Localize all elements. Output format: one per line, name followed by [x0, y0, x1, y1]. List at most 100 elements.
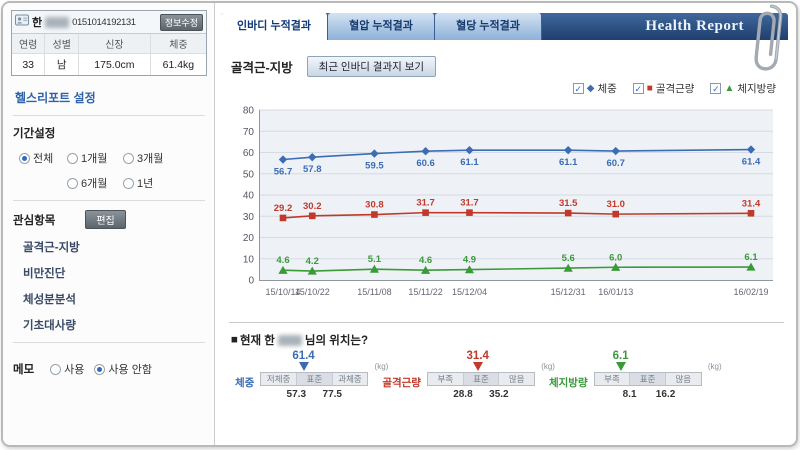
gauge-zone: 많음: [675, 374, 692, 384]
radio-label: 1년: [137, 178, 154, 190]
memo-setting-row: 메모 사용 사용 안함: [13, 361, 205, 377]
radio-icon: [94, 363, 106, 375]
legend-label: 골격근량: [655, 83, 695, 95]
svg-text:30: 30: [243, 212, 255, 223]
gauge-label: 골격근량: [382, 377, 421, 389]
user-id: 0151014192131: [72, 16, 136, 28]
paperclip-decoration: [748, 3, 788, 82]
gauge-skeletal-muscle: 골격근량 31.4 (kg) 부족 표준 많음 28.8 35.2: [382, 350, 555, 400]
radio-icon: [67, 152, 78, 164]
user-stats-table: 연령 성별 신장 체중 33 남 175.0cm 61.4kg: [12, 34, 206, 75]
svg-text:29.2: 29.2: [274, 203, 293, 214]
checkbox-checked-icon[interactable]: ✓: [572, 83, 584, 94]
radio-period-all[interactable]: 전체: [19, 150, 59, 166]
gauge-bar: 31.4 (kg) 부족 표준 많음 28.8 35.2: [426, 350, 555, 400]
svg-text:15/12/04: 15/12/04: [452, 287, 487, 297]
svg-text:30.8: 30.8: [365, 200, 384, 211]
gauge-high-bound: 16.2: [655, 389, 676, 400]
user-stats-header-row: 연령 성별 신장 체중: [12, 34, 206, 54]
interest-items-header: 관심항목 편집: [13, 210, 205, 229]
legend-body-fat[interactable]: ✓ ▲ 체지방량: [710, 81, 776, 96]
svg-text:80: 80: [243, 106, 255, 117]
settings-title: 헬스리포트 설정: [15, 91, 96, 105]
age-header: 연령: [12, 34, 46, 54]
gender-value: 남: [44, 53, 80, 75]
checkbox-checked-icon[interactable]: ✓: [710, 83, 722, 94]
radio-icon: [19, 152, 30, 164]
radio-label: 1개월: [81, 153, 108, 165]
gauge-weight: 체중 61.4 (kg) 저체중 표준 과체중 57.3 77.5: [235, 350, 388, 400]
svg-text:31.7: 31.7: [416, 198, 435, 209]
svg-text:4.9: 4.9: [463, 255, 476, 266]
gauges-row: 체중 61.4 (kg) 저체중 표준 과체중 57.3 77.5: [235, 350, 784, 400]
svg-text:16/02/19: 16/02/19: [733, 287, 768, 297]
svg-text:4.2: 4.2: [306, 256, 319, 267]
sidebar-item-body-composition[interactable]: 체성분분석: [23, 294, 76, 306]
checkbox-checked-icon[interactable]: ✓: [632, 83, 644, 94]
current-position-section: ■ 현재 한 님의 위치는? 체중 61.4 (kg) 저체중: [229, 322, 784, 400]
gauge-value: 6.1: [612, 350, 629, 362]
edit-info-button[interactable]: 정보수정: [159, 13, 203, 31]
edit-interest-button[interactable]: 편집: [85, 210, 126, 229]
header-title: Health Report: [645, 18, 744, 34]
radio-memo-no-use[interactable]: 사용 안함: [94, 361, 152, 377]
tab-inbody-results[interactable]: 인바디 누적결과: [221, 13, 328, 40]
redacted-name-blur: [277, 334, 302, 346]
gauge-marker-icon: [472, 362, 483, 371]
divider: [13, 200, 205, 201]
diamond-marker-icon: ◆: [586, 82, 595, 94]
interest-items-title: 관심항목: [13, 214, 56, 227]
period-options-row2: 6개월 1년: [67, 175, 205, 191]
chart-legend: ✓ ◆ 체중 ✓ ■ 골격근량 ✓ ▲ 체지방량: [229, 81, 776, 96]
sidebar-item-muscle-fat[interactable]: 골격근-지방: [23, 242, 80, 254]
period-setting-title: 기간설정: [13, 128, 56, 140]
square-marker-icon: ■: [646, 82, 653, 94]
radio-period-1year[interactable]: 1년: [123, 175, 153, 191]
user-name: 한: [32, 17, 43, 29]
gauge-zone: 부족: [428, 373, 464, 385]
svg-text:16/01/13: 16/01/13: [598, 287, 633, 297]
gauge-scale: 부족 표준 많음: [426, 372, 535, 386]
age-value: 33: [12, 53, 46, 75]
radio-period-6month[interactable]: 6개월: [67, 175, 115, 191]
svg-text:30.2: 30.2: [303, 201, 322, 212]
sidebar-item-obesity-diagnosis[interactable]: 비만진단: [23, 268, 66, 280]
svg-text:0: 0: [248, 276, 254, 287]
svg-text:31.0: 31.0: [606, 199, 625, 210]
gauge-zone: 표준: [297, 373, 333, 385]
svg-text:61.4: 61.4: [742, 157, 761, 168]
current-position-title: ■ 현재 한 님의 위치는?: [231, 332, 784, 348]
svg-text:15/11/08: 15/11/08: [357, 287, 391, 297]
gauge-zone: 표준: [463, 373, 500, 385]
divider: [13, 342, 205, 343]
radio-period-3month[interactable]: 3개월: [123, 150, 163, 166]
svg-text:4.6: 4.6: [276, 255, 289, 266]
divider: [13, 115, 205, 116]
gauge-body-fat: 체지방량 6.1 (kg) 부족 표준 많음 8.1 16.2: [548, 350, 722, 400]
gauge-label: 체지방량: [548, 377, 588, 389]
svg-text:15/11/22: 15/11/22: [408, 287, 442, 297]
sidebar-item-basal-metabolism[interactable]: 기초대사량: [23, 320, 76, 332]
main-area: 인바디 누적결과 혈압 누적결과 혈당 누적결과 Health Report 골…: [215, 3, 796, 445]
legend-skeletal-muscle[interactable]: ✓ ■ 골격근량: [632, 81, 695, 96]
legend-weight[interactable]: ✓ ◆ 체중: [572, 81, 617, 96]
user-stats-value-row: 33 남 175.0cm 61.4kg: [12, 53, 206, 75]
tab-blood-sugar-results[interactable]: 혈당 누적결과: [435, 13, 542, 40]
bullet-icon: ■: [231, 334, 238, 346]
radio-memo-use[interactable]: 사용: [50, 361, 84, 377]
radio-period-1month[interactable]: 1개월: [67, 150, 115, 166]
gauge-bar: 61.4 (kg) 저체중 표준 과체중 57.3 77.5: [260, 350, 388, 400]
memo-title: 메모: [13, 364, 35, 376]
svg-text:5.6: 5.6: [562, 253, 575, 264]
svg-text:31.4: 31.4: [742, 198, 761, 209]
svg-text:6.1: 6.1: [744, 252, 758, 263]
chart-title: 골격근-지방: [231, 61, 293, 75]
gauge-bar: 6.1 (kg) 부족 표준 많음 8.1 16.2: [593, 350, 722, 400]
radio-icon: [67, 177, 78, 189]
tab-blood-pressure-results[interactable]: 혈압 누적결과: [328, 13, 435, 40]
svg-text:5.1: 5.1: [368, 254, 382, 265]
view-recent-inbody-report-button[interactable]: 최근 인바디 결과지 보기: [306, 56, 437, 77]
gauge-zone: 표준: [630, 373, 666, 385]
radio-label: 전체: [33, 153, 54, 165]
tab-bar: 인바디 누적결과 혈압 누적결과 혈당 누적결과 Health Report: [221, 13, 788, 40]
